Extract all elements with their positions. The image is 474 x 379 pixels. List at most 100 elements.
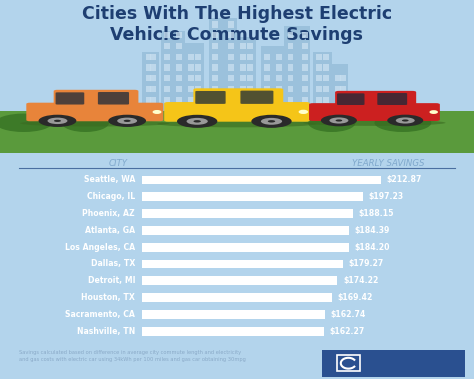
FancyBboxPatch shape: [55, 92, 84, 105]
Bar: [228, 97, 234, 103]
FancyBboxPatch shape: [195, 91, 226, 104]
Bar: [188, 75, 194, 81]
Text: $184.20: $184.20: [354, 243, 390, 252]
Bar: [142, 226, 349, 235]
Bar: [288, 97, 293, 103]
Circle shape: [177, 115, 218, 128]
Bar: [302, 54, 308, 60]
Bar: [212, 22, 218, 28]
Circle shape: [54, 120, 61, 122]
Bar: [195, 64, 201, 70]
Text: ELECTRIC: ELECTRIC: [366, 361, 395, 366]
FancyBboxPatch shape: [335, 91, 416, 106]
FancyBboxPatch shape: [377, 93, 407, 105]
Bar: [240, 43, 246, 49]
Bar: [335, 97, 341, 103]
Bar: [142, 293, 332, 302]
Text: Houston, TX: Houston, TX: [81, 293, 135, 302]
Text: Atlanta, GA: Atlanta, GA: [85, 226, 135, 235]
Text: CITY: CITY: [109, 159, 128, 168]
Bar: [284, 26, 310, 111]
Bar: [195, 54, 201, 60]
Bar: [146, 97, 151, 103]
Bar: [316, 75, 322, 81]
Bar: [247, 54, 253, 60]
Bar: [195, 75, 201, 81]
Bar: [288, 86, 293, 92]
Text: $184.39: $184.39: [355, 226, 390, 235]
Bar: [164, 32, 170, 38]
Text: Chicago, IL: Chicago, IL: [87, 192, 135, 201]
Bar: [142, 327, 324, 335]
Circle shape: [187, 118, 208, 125]
Bar: [209, 19, 237, 111]
FancyBboxPatch shape: [337, 93, 365, 105]
Bar: [288, 64, 293, 70]
Bar: [164, 43, 170, 49]
Bar: [302, 43, 308, 49]
Bar: [212, 97, 218, 103]
Bar: [302, 86, 308, 92]
Circle shape: [117, 117, 137, 124]
Bar: [0, 111, 474, 153]
FancyBboxPatch shape: [240, 91, 273, 104]
Bar: [240, 75, 246, 81]
Bar: [288, 43, 293, 49]
Bar: [142, 276, 337, 285]
Bar: [228, 86, 234, 92]
Ellipse shape: [303, 120, 446, 126]
Bar: [142, 243, 348, 252]
Text: $197.23: $197.23: [369, 192, 404, 201]
Bar: [188, 54, 194, 60]
Text: Dallas, TX: Dallas, TX: [91, 260, 135, 268]
Bar: [212, 43, 218, 49]
Bar: [302, 32, 308, 38]
Bar: [316, 54, 322, 60]
Bar: [188, 64, 194, 70]
Bar: [313, 52, 332, 111]
Bar: [195, 86, 201, 92]
Bar: [150, 64, 156, 70]
Bar: [332, 64, 348, 111]
Text: Phoenix, AZ: Phoenix, AZ: [82, 209, 135, 218]
Bar: [240, 86, 246, 92]
Text: Savings calculated based on difference in average city commute length and electr: Savings calculated based on difference i…: [19, 350, 246, 362]
Bar: [264, 64, 270, 70]
Bar: [150, 97, 156, 103]
Bar: [164, 97, 170, 103]
Bar: [150, 75, 156, 81]
Bar: [323, 75, 329, 81]
FancyBboxPatch shape: [54, 90, 138, 106]
Bar: [337, 356, 360, 371]
Bar: [323, 54, 329, 60]
Bar: [323, 86, 329, 92]
Text: $162.27: $162.27: [330, 327, 365, 336]
Text: CRESCENT: CRESCENT: [366, 356, 399, 361]
Bar: [188, 86, 194, 92]
Bar: [323, 64, 329, 70]
Bar: [142, 175, 381, 184]
Bar: [288, 54, 293, 60]
Circle shape: [321, 115, 357, 126]
Circle shape: [124, 120, 131, 122]
Bar: [276, 64, 282, 70]
Bar: [176, 86, 182, 92]
Bar: [146, 75, 151, 81]
Circle shape: [402, 119, 409, 122]
Bar: [240, 64, 246, 70]
Circle shape: [108, 115, 146, 127]
Bar: [142, 260, 343, 268]
Circle shape: [47, 117, 67, 124]
Bar: [302, 64, 308, 70]
Text: Seattle, WA: Seattle, WA: [84, 175, 135, 185]
Bar: [237, 37, 256, 111]
Bar: [316, 86, 322, 92]
Bar: [247, 75, 253, 81]
Text: $179.27: $179.27: [349, 260, 384, 268]
Ellipse shape: [157, 121, 317, 127]
Circle shape: [268, 120, 275, 122]
Bar: [146, 54, 151, 60]
Circle shape: [193, 120, 201, 122]
Ellipse shape: [374, 114, 431, 132]
Ellipse shape: [20, 120, 170, 127]
